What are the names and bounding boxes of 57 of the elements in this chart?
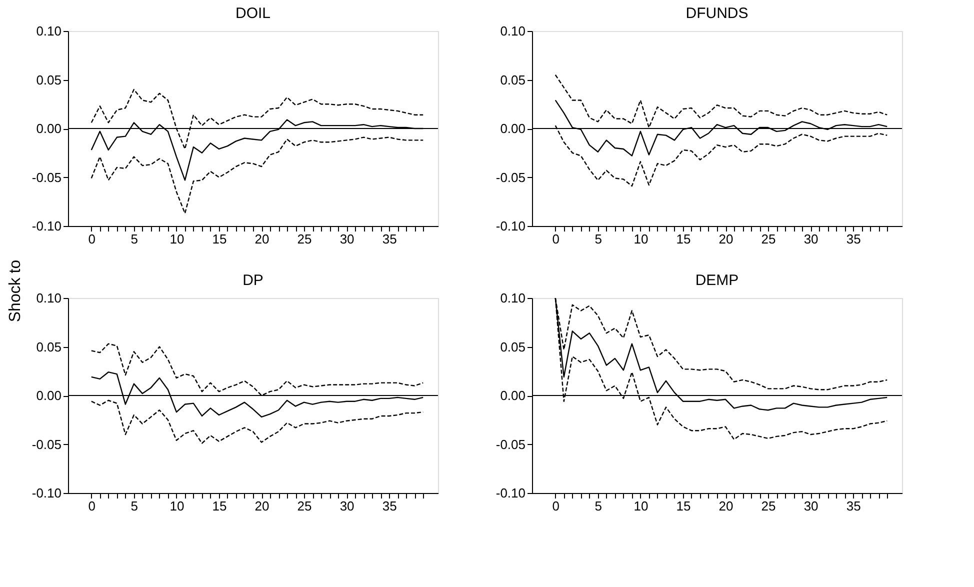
chart-title: DP: [242, 272, 264, 289]
x-tick-label: 5: [130, 232, 138, 246]
x-tick-label: 0: [88, 232, 96, 246]
y-tick-label: 0.00: [500, 388, 526, 403]
y-tick-label: 0.05: [500, 72, 526, 88]
y-tick-label: -0.05: [496, 436, 526, 452]
x-tick-label: 0: [552, 498, 560, 514]
chart-title: DFUNDS: [686, 5, 748, 22]
y-tick-label: 0.00: [36, 121, 62, 136]
x-tick-label: 35: [846, 232, 861, 246]
y-tick-label: -0.10: [496, 218, 526, 234]
x-tick-label: 15: [212, 232, 227, 246]
x-tick-label: 20: [254, 232, 270, 246]
x-tick-label: 20: [718, 498, 734, 514]
x-tick-label: 15: [676, 498, 691, 514]
x-tick-label: 10: [170, 498, 184, 514]
x-tick-label: 25: [761, 498, 776, 514]
x-tick-label: 30: [340, 498, 354, 514]
y-tick-label: -0.05: [32, 436, 62, 452]
x-tick-label: 5: [594, 498, 602, 514]
y-tick-label: 0.10: [36, 290, 62, 306]
y-tick-label: -0.10: [496, 486, 526, 500]
x-tick-label: 30: [804, 498, 818, 514]
y-tick-label: -0.05: [496, 170, 526, 185]
x-tick-label: 5: [594, 232, 602, 246]
x-tick-label: 20: [254, 498, 270, 514]
y-tick-label: -0.10: [32, 218, 62, 234]
y-tick-label: 0.05: [36, 72, 62, 88]
y-tick-label: 0.05: [36, 339, 62, 354]
x-tick-label: 25: [297, 498, 312, 514]
x-tick-label: 30: [340, 232, 354, 246]
x-tick-label: 35: [382, 232, 397, 246]
x-tick-label: 10: [170, 232, 184, 246]
x-tick-label: 0: [88, 498, 96, 514]
x-tick-label: 15: [212, 498, 227, 514]
x-tick-label: 10: [634, 498, 648, 514]
y-tick-label: 0.10: [500, 290, 526, 306]
y-tick-label: 0.10: [500, 24, 526, 38]
y-tick-label: 0.00: [500, 121, 526, 136]
x-tick-label: 15: [676, 232, 691, 246]
x-tick-label: 35: [846, 498, 861, 514]
y-axis-title: Shock to: [7, 260, 24, 322]
x-tick-label: 25: [761, 232, 776, 246]
x-tick-label: 30: [804, 232, 818, 246]
chart-title: DOIL: [235, 5, 271, 22]
y-tick-label: -0.05: [32, 170, 62, 185]
y-tick-label: 0.00: [36, 388, 62, 403]
y-tick-label: 0.05: [500, 339, 526, 354]
x-tick-label: 10: [634, 232, 648, 246]
y-tick-label: 0.10: [36, 24, 62, 38]
x-tick-label: 0: [552, 232, 560, 246]
x-tick-label: 25: [297, 232, 312, 246]
x-tick-label: 20: [718, 232, 734, 246]
chart-title: DEMP: [695, 272, 739, 289]
x-tick-label: 35: [382, 498, 397, 514]
y-tick-label: -0.10: [32, 486, 62, 500]
x-tick-label: 5: [130, 498, 138, 514]
